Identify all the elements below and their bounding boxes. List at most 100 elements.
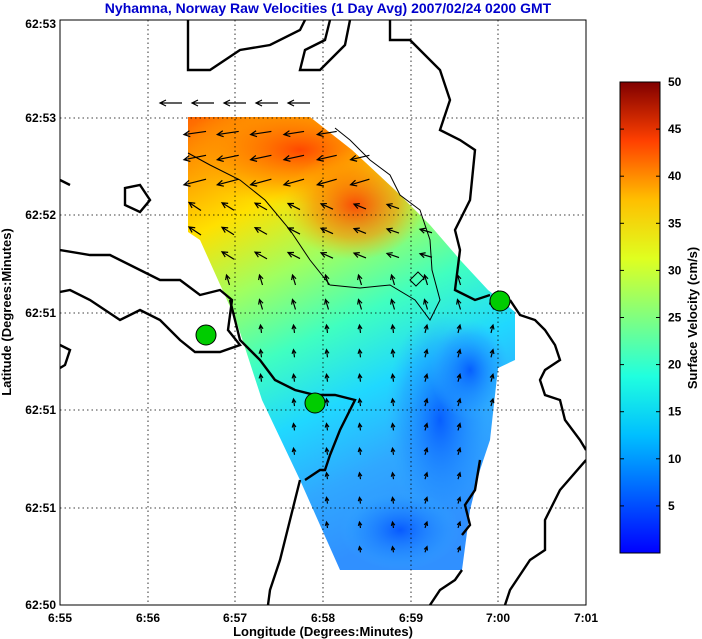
colorbar-tick-label: 35 [668,216,682,230]
velocity-arrow [182,178,207,187]
velocity-arrow [423,446,429,456]
velocity-arrow [187,226,202,236]
velocity-arrow [390,520,396,529]
velocity-arrow [385,203,400,210]
velocity-arrow [291,323,297,334]
velocity-arrow [357,471,363,480]
velocity-arrow [220,202,235,211]
velocity-arrow [286,202,301,211]
y-tick-label: 62:51 [25,501,56,515]
velocity-arrow [423,520,429,529]
velocity-arrow [390,372,396,382]
velocity-arrow [182,154,207,163]
velocity-arrow [158,99,182,107]
colorbar-tick-label: 25 [668,311,682,325]
velocity-arrow [324,520,330,529]
station-marker-west[interactable] [195,324,217,346]
x-tick-label: 7:00 [486,611,510,625]
velocity-arrow [349,178,370,187]
station-markers [195,290,511,414]
velocity-arrow [319,251,334,259]
velocity-arrow [423,323,429,334]
velocity-arrow [282,154,305,162]
velocity-arrow [456,422,462,431]
velocity-arrow [253,202,268,211]
velocity-arrow [254,99,278,107]
velocity-arrow [291,446,297,455]
velocity-arrow [291,397,297,407]
chart-title: Nyhamna, Norway Raw Velocities (1 Day Av… [105,0,552,16]
velocity-arrow [357,397,363,407]
velocity-arrow [319,202,334,210]
velocity-arrow [222,99,246,107]
station-marker-south[interactable] [304,392,326,414]
velocity-arrow [390,496,396,504]
x-tick-label: 6:55 [48,611,72,625]
velocity-arrow [456,298,462,310]
velocity-arrow [456,545,462,553]
velocity-arrow [190,99,214,107]
velocity-arrow [390,446,396,455]
colorbar-tick-label: 20 [668,358,682,372]
velocity-arrow [220,226,235,236]
velocity-arrow [357,273,363,286]
velocity-arrow [423,422,429,431]
velocity-arrow [456,446,462,456]
velocity-arrow [215,178,239,187]
velocity-arrow [352,252,367,259]
velocity-arrow [291,422,297,431]
velocity-arrow [324,471,330,480]
velocity-arrow [258,298,264,310]
velocity-arrow [357,545,363,553]
velocity-arrow [357,348,363,358]
velocity-arrow [324,273,330,286]
velocity-arrow [423,372,429,382]
velocity-arrow [456,273,462,286]
velocity-arrow [291,372,297,382]
velocity-arrow [187,201,202,212]
colorbar-tick-label: 15 [668,405,682,419]
velocity-arrow [385,252,400,259]
colorbar-tick-label: 30 [668,263,682,277]
velocity-arrow [286,99,310,107]
station-marker-east[interactable] [489,290,511,312]
velocity-arrows [158,99,495,553]
colorbar-label: Surface Velocity (cm/s) [685,247,700,389]
velocity-arrow [315,178,337,187]
velocity-arrow [253,226,268,235]
velocity-arrow [489,397,495,407]
x-tick-label: 6:57 [223,611,247,625]
velocity-arrow [225,273,231,286]
velocity-arrow [349,154,370,162]
velocity-arrow [390,397,396,407]
velocity-arrow [489,348,495,358]
velocity-arrow [423,471,429,480]
velocity-arrow [249,154,272,162]
x-tick-label: 6:56 [136,611,160,625]
velocity-arrow [385,227,400,234]
velocity-arrow [423,348,429,358]
colorbar-ticks: 5 10 15 20 25 30 35 40 45 50 [620,75,682,513]
colorbar-tick-label: 5 [668,499,675,513]
velocity-arrow [324,298,330,310]
velocity-arrow [253,251,268,260]
x-tick-label: 6:58 [311,611,335,625]
x-axis-label: Longitude (Degrees:Minutes) [233,624,413,639]
velocity-arrow [390,545,396,553]
velocity-arrow [456,323,462,334]
velocity-arrow [249,178,272,187]
velocity-arrow [418,252,433,259]
velocity-arrow [220,251,235,260]
velocity-arrow [215,130,239,138]
y-tick-label: 62:53 [25,17,56,31]
velocity-arrow [315,154,337,162]
velocity-arrow [456,397,462,407]
plot-border [59,19,587,606]
velocity-arrow [423,545,429,553]
velocity-arrow [182,130,207,138]
velocity-arrow [286,227,301,235]
y-tick-label: 62:50 [25,598,56,612]
velocity-arrow [291,348,297,358]
velocity-arrow [324,446,330,455]
velocity-arrow [324,323,330,334]
